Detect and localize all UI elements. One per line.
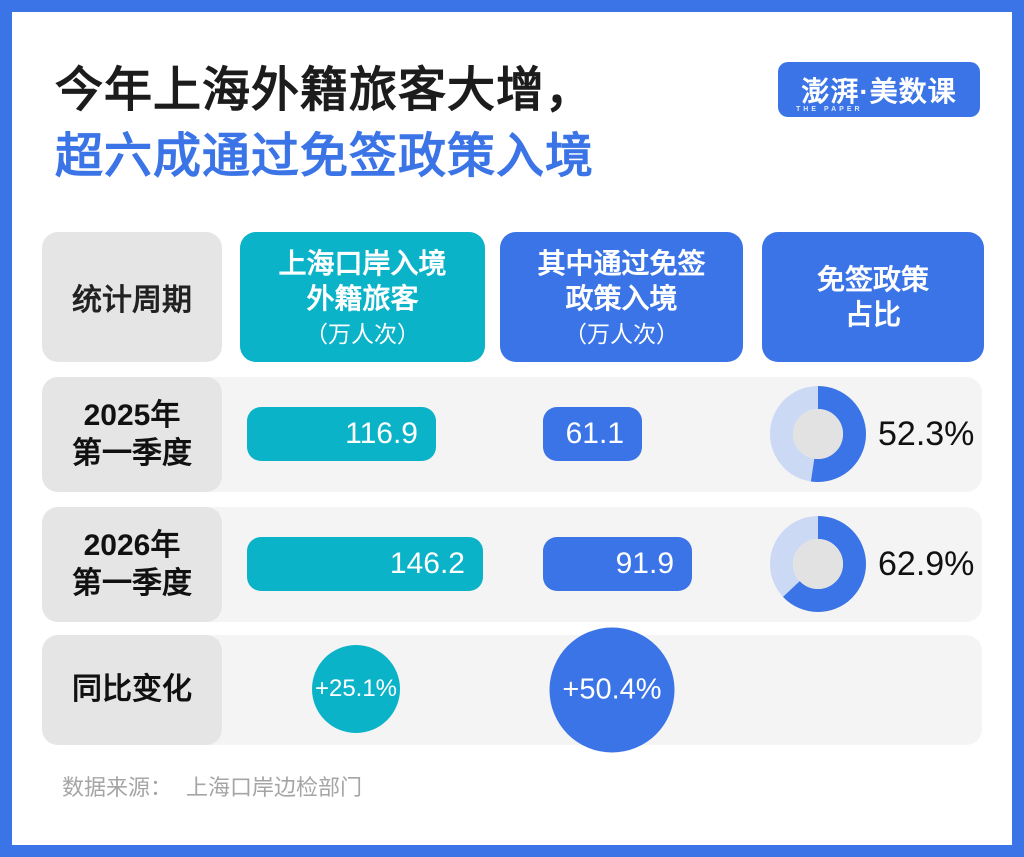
change-row-label: 同比变化: [72, 673, 192, 706]
header-visa-line1: 其中通过免签: [537, 247, 706, 279]
header-period: 统计周期: [42, 232, 222, 362]
header-visa-line2: 政策入境: [565, 282, 678, 314]
bar-visa-2025-value: 61.1: [565, 417, 624, 450]
header-share: 免签政策 占比: [762, 232, 984, 362]
header-total-line2: 外籍旅客: [306, 282, 419, 314]
period-cell-change: 同比变化: [42, 635, 222, 745]
data-source: 数据来源： 上海口岸边检部门: [62, 770, 362, 802]
data-source-label: 数据来源：: [62, 775, 173, 800]
period-2026-line1: 2026年: [83, 528, 181, 562]
bubble-visa-change-value: +50.4%: [562, 673, 662, 706]
publisher-logo: 澎湃·美数课 THE PAPER: [778, 62, 980, 117]
header-total-entries: 上海口岸入境 外籍旅客 （万人次）: [240, 232, 485, 362]
donut-share-2026: [770, 516, 866, 612]
bar-visa-2026: 91.9: [543, 537, 692, 591]
title-line-1: 今年上海外籍旅客大增，: [55, 64, 595, 117]
period-2025-line2: 第一季度: [72, 436, 192, 470]
period-2026-line2: 第一季度: [72, 566, 192, 600]
period-2025-line1: 2025年: [83, 398, 181, 432]
period-cell-2026: 2026年 第一季度: [42, 507, 222, 622]
header-visa-free-entries: 其中通过免签 政策入境 （万人次）: [500, 232, 743, 362]
share-label-2025: 52.3%: [878, 415, 975, 453]
title-line-2: 超六成通过免签政策入境: [55, 130, 595, 183]
bubble-total-change: +25.1%: [312, 645, 400, 733]
bar-total-2026-value: 146.2: [389, 547, 465, 580]
header-total-line1: 上海口岸入境: [278, 247, 447, 279]
bubble-visa-change: +50.4%: [549, 627, 675, 753]
share-label-2026: 62.9%: [878, 545, 975, 583]
data-source-value: 上海口岸边检部门: [186, 775, 363, 800]
bar-visa-2026-value: 91.9: [615, 547, 674, 580]
period-cell-2025: 2025年 第一季度: [42, 377, 222, 492]
donut-share-2026-svg: [770, 516, 866, 612]
bar-total-2025-value: 116.9: [345, 417, 418, 450]
bar-visa-2025: 61.1: [543, 407, 642, 461]
bar-total-2025: 116.9: [247, 407, 436, 461]
donut-share-2025: [770, 386, 866, 482]
header-period-label: 统计周期: [72, 284, 192, 317]
header-share-line2: 占比: [844, 299, 901, 330]
page-title: 今年上海外籍旅客大增， 超六成通过免签政策入境: [55, 58, 594, 190]
bubble-total-change-value: +25.1%: [314, 675, 398, 702]
logo-subtext: THE PAPER: [796, 106, 863, 113]
header-visa-unit: （万人次）: [564, 320, 679, 347]
logo-text: 澎湃·美数课: [801, 75, 957, 107]
donut-share-2025-svg: [770, 386, 866, 482]
header-share-line1: 免签政策: [816, 264, 929, 295]
header-total-unit: （万人次）: [305, 320, 420, 347]
bar-total-2026: 146.2: [247, 537, 483, 591]
